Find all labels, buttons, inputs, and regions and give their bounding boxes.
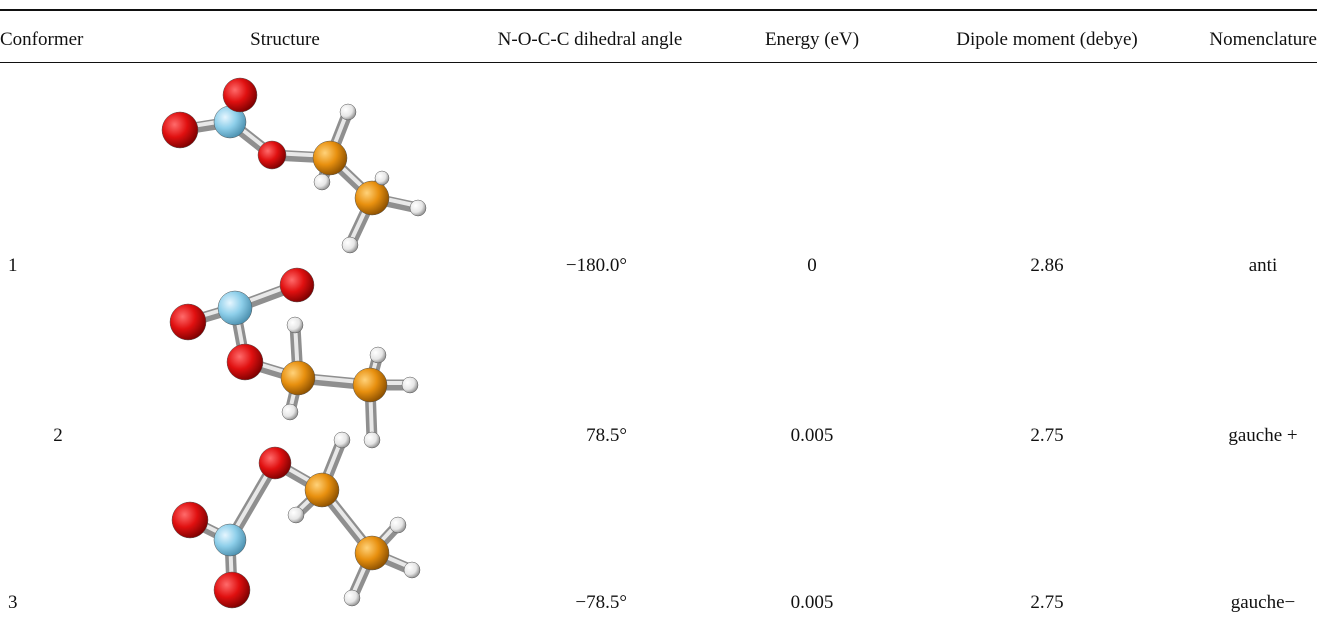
atom xyxy=(214,524,246,556)
column-header: Nomenclature xyxy=(1209,28,1317,52)
atom xyxy=(355,536,389,570)
dipole-moment: 2.75 xyxy=(1030,424,1063,448)
column-header: N-O-C-C dihedral angle xyxy=(498,28,683,52)
atom xyxy=(364,432,380,448)
atom xyxy=(288,507,304,523)
atom xyxy=(355,181,389,215)
conformer-id: 1 xyxy=(8,254,18,278)
atom xyxy=(344,590,360,606)
column-header: Structure xyxy=(250,28,320,52)
atom xyxy=(342,237,358,253)
atom xyxy=(218,291,252,325)
atom xyxy=(410,200,426,216)
atom xyxy=(287,317,303,333)
atom xyxy=(370,347,386,363)
conformer-id: 2 xyxy=(53,424,63,448)
atom xyxy=(282,404,298,420)
atom xyxy=(227,344,263,380)
nomenclature: anti xyxy=(1249,254,1278,278)
dipole-moment: 2.75 xyxy=(1030,591,1063,615)
atom xyxy=(172,502,208,538)
atom xyxy=(280,268,314,302)
conformer-id: 3 xyxy=(8,591,18,615)
dihedral-angle: −78.5° xyxy=(575,591,627,615)
atom xyxy=(402,377,418,393)
atom xyxy=(281,361,315,395)
energy: 0 xyxy=(807,254,817,278)
atom xyxy=(223,78,257,112)
molecule-structures xyxy=(0,0,1317,620)
energy: 0.005 xyxy=(791,424,834,448)
column-header: Conformer xyxy=(0,28,83,52)
atom xyxy=(353,368,387,402)
atom xyxy=(162,112,198,148)
nomenclature: gauche− xyxy=(1231,591,1296,615)
atom xyxy=(334,432,350,448)
atom xyxy=(170,304,206,340)
atom xyxy=(375,171,389,185)
atom xyxy=(404,562,420,578)
atom xyxy=(258,141,286,169)
dihedral-angle: −180.0° xyxy=(566,254,627,278)
atom xyxy=(340,104,356,120)
dipole-moment: 2.86 xyxy=(1030,254,1063,278)
table-page: Conformer Structure N-O-C-C dihedral angle… xyxy=(0,0,1317,620)
atom xyxy=(259,447,291,479)
energy: 0.005 xyxy=(791,591,834,615)
atom xyxy=(214,572,250,608)
atom xyxy=(390,517,406,533)
column-header: Energy (eV) xyxy=(765,28,859,52)
nomenclature: gauche + xyxy=(1228,424,1297,448)
atom xyxy=(313,141,347,175)
column-header: Dipole moment (debye) xyxy=(956,28,1138,52)
atom xyxy=(314,174,330,190)
atom xyxy=(305,473,339,507)
dihedral-angle: 78.5° xyxy=(586,424,627,448)
